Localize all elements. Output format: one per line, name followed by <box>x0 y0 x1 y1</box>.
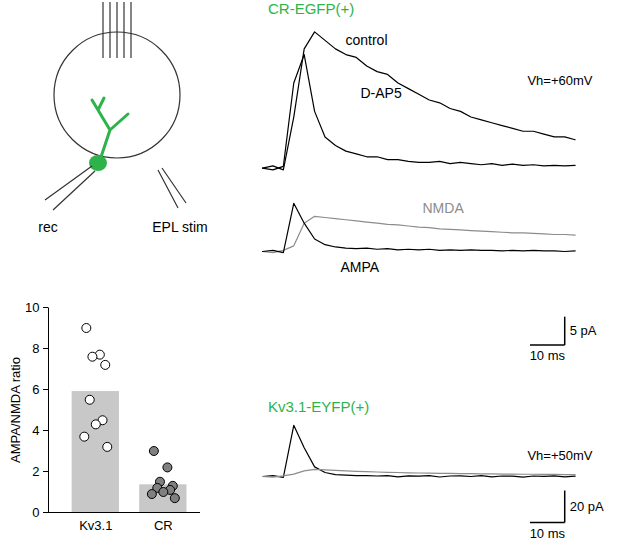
svg-text:Vh=+50mV: Vh=+50mV <box>527 448 592 463</box>
svg-text:D-AP5: D-AP5 <box>361 85 402 101</box>
svg-text:Vh=+60mV: Vh=+60mV <box>527 73 592 88</box>
svg-text:4: 4 <box>32 423 39 438</box>
svg-text:5 pA: 5 pA <box>570 323 597 338</box>
svg-text:6: 6 <box>32 382 39 397</box>
svg-text:EPL stim: EPL stim <box>152 219 208 235</box>
svg-text:8: 8 <box>32 341 39 356</box>
svg-text:Kv3.1: Kv3.1 <box>79 518 112 533</box>
svg-text:rec: rec <box>38 219 57 235</box>
svg-text:NMDA: NMDA <box>423 200 465 216</box>
svg-text:10 ms: 10 ms <box>530 526 566 541</box>
svg-text:20 pA: 20 pA <box>570 499 604 514</box>
svg-text:control: control <box>346 32 388 48</box>
svg-text:10: 10 <box>25 300 39 315</box>
svg-text:CR: CR <box>154 518 173 533</box>
svg-text:2: 2 <box>32 464 39 479</box>
svg-text:10 ms: 10 ms <box>530 348 566 363</box>
svg-text:AMPA/NMDA ratio: AMPA/NMDA ratio <box>8 357 23 463</box>
svg-text:0: 0 <box>32 505 39 520</box>
svg-text:AMPA: AMPA <box>341 259 380 275</box>
html-text:Kv3.1-EYFP(+): Kv3.1-EYFP(+) <box>268 398 370 415</box>
html-text:CR-EGFP(+): CR-EGFP(+) <box>268 0 355 17</box>
